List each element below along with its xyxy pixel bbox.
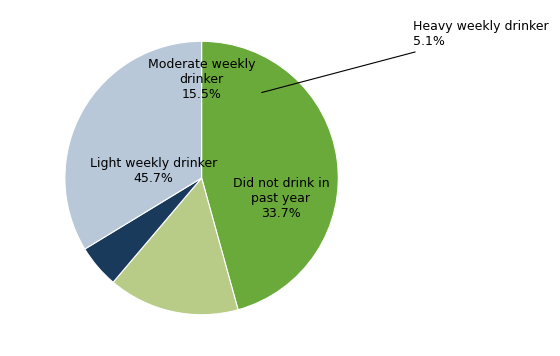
Text: Did not drink in
past year
33.7%: Did not drink in past year 33.7% [232,177,329,220]
Wedge shape [85,178,202,282]
Wedge shape [65,41,202,249]
Text: Light weekly drinker
45.7%: Light weekly drinker 45.7% [90,157,217,185]
Text: Heavy weekly drinker
5.1%: Heavy weekly drinker 5.1% [262,20,549,93]
Wedge shape [113,178,238,315]
Wedge shape [202,41,338,310]
Text: Moderate weekly
drinker
15.5%: Moderate weekly drinker 15.5% [148,58,255,101]
